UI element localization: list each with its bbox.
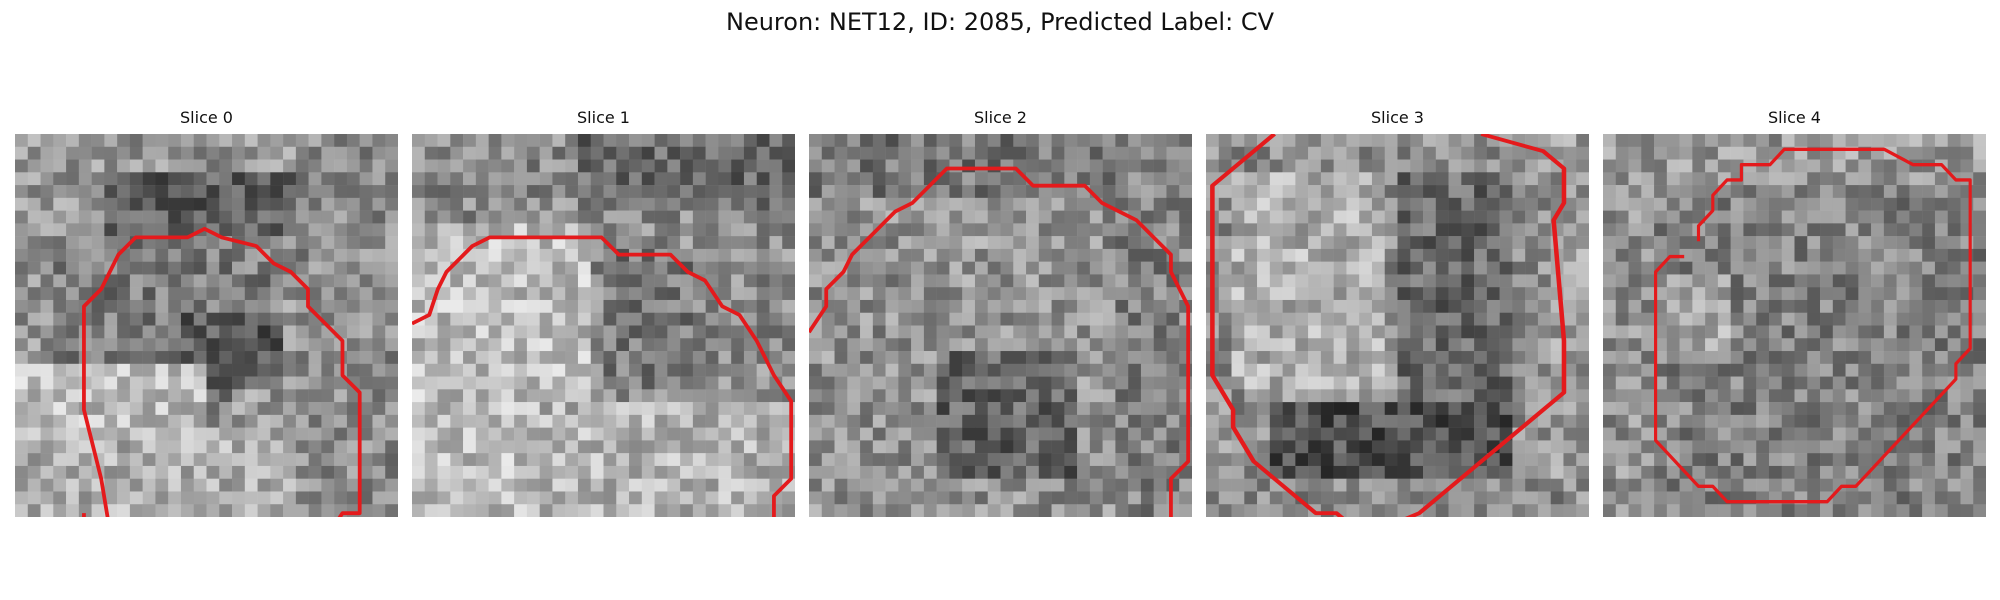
slice-image: [15, 134, 398, 517]
pixel-texture: [412, 134, 795, 517]
slice-title: Slice 1: [577, 108, 630, 127]
slice-image: [1603, 134, 1986, 517]
segmentation-contour: [1210, 134, 1567, 517]
segmentation-contour: [82, 226, 362, 517]
slice-title: Slice 0: [180, 108, 233, 127]
slice-title: Slice 2: [974, 108, 1027, 127]
figure-title: Neuron: NET12, ID: 2085, Predicted Label…: [726, 8, 1274, 36]
pixel-texture: [15, 134, 398, 517]
slice-title: Slice 4: [1768, 108, 1821, 127]
slice-image: [809, 134, 1192, 517]
pixel-texture: [809, 134, 1192, 517]
segmentation-contour: [412, 235, 794, 517]
pixel-texture: [1206, 134, 1589, 517]
slice-title: Slice 3: [1371, 108, 1424, 127]
segmentation-contour: [1654, 147, 1972, 504]
slice-image: [412, 134, 795, 517]
pixel-texture: [1603, 134, 1986, 517]
slice-image: [1206, 134, 1589, 517]
segmentation-contour: [809, 166, 1191, 517]
